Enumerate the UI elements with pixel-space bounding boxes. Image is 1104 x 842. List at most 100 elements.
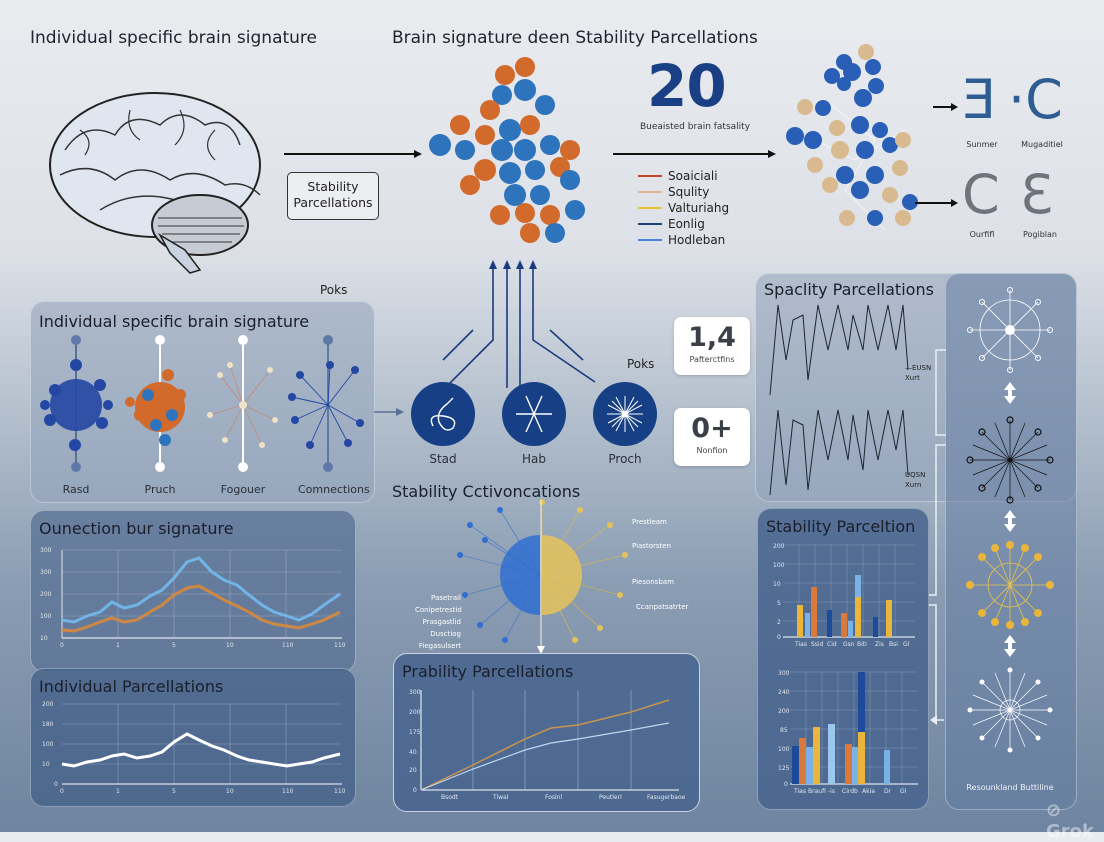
glyph-label: Sunmer [966,140,998,149]
svg-text:Tias: Tias [794,641,807,648]
svg-text:20: 20 [409,767,417,774]
stat-caption: Nonfion [696,446,728,455]
svg-text:2: 2 [777,619,781,626]
diamond-network-icon [516,395,552,433]
svg-text:Ssid: Ssid [811,641,824,648]
activation-right-label: Prestleam [632,518,667,526]
stability-bar-chart-top: 200 100 10 5 2 0 Tias Ssid Cid Gsn Biti … [773,543,915,648]
side-label: Poks [320,283,348,297]
svg-text:125: 125 [778,765,790,772]
chart-title: Individual Parcellations [39,677,224,696]
activation-left-labels: Pasetrail Conipetrestid Prasgastlid Dusc… [415,594,462,650]
molecule-cluster-right [786,44,918,231]
panel-title: Spaclity Parcellations [764,280,934,299]
big-number: 20 [647,52,727,120]
node-label: Proch [608,452,642,466]
stat-value: 1,4 [688,322,736,353]
signature-item-label: Pruch [144,483,176,496]
individual-parcellations-chart: 200 180 100 10 0 0 1 5 10 110 110 [42,701,346,795]
svg-text:Tiwal: Tiwal [492,794,509,801]
knot-icon [430,397,456,431]
glyph-icon: C [962,163,1000,226]
svg-text:1: 1 [116,642,120,649]
prability-chart-panel: Prability Parcellations [393,653,700,812]
svg-text:180: 180 [42,721,54,728]
starburst-icon [607,396,643,432]
svg-text:Dr: Dr [884,788,892,795]
right-column-footer: Resounkland Buttiline [966,783,1054,792]
legend-item: Soaiciali [638,168,729,184]
svg-text:0: 0 [60,642,64,649]
activation-title: Stability Cctivoncations [392,482,581,501]
legend-swatch [638,191,662,193]
flow-arrow [915,199,958,207]
network-stack [966,287,1054,753]
svg-text:240: 240 [778,689,790,696]
svg-text:5: 5 [172,788,176,795]
svg-text:100: 100 [778,746,790,753]
molecule-cluster [429,57,585,243]
stat-card: 1,4 Pafterctfins [674,317,750,375]
svg-text:110: 110 [334,788,346,795]
svg-text:300: 300 [778,670,790,677]
legend-item: Hodleban [638,232,729,248]
svg-text:300: 300 [40,569,52,576]
svg-text:1: 1 [116,788,120,795]
stability-bar-panel: Stability Parceltion [757,508,929,810]
legend-swatch [638,239,662,241]
svg-text:10: 10 [773,581,781,588]
svg-text:Gl: Gl [903,641,910,648]
trace-label: —EUSN Xurt [905,364,932,382]
chart-title: Prability Parcellations [402,662,574,681]
svg-text:0: 0 [60,788,64,795]
legend: Soaiciali Squlity Valturiahg Eonlig Hodl… [638,168,729,248]
activation-right-label: Piastorsten [632,542,671,550]
signature-networks [40,335,364,472]
connection-signature-chart: 300 300 200 100 10 0 1 5 10 110 110 [40,547,346,649]
svg-text:Tias: Tias [793,788,806,795]
flow-arrow [933,103,958,111]
node-hab [502,382,566,446]
svg-text:300: 300 [40,547,52,554]
chart-title: Stability Parceltion [766,517,916,536]
spatial-trace-chart [769,304,909,496]
svg-text:Cid: Cid [827,641,837,648]
stat-value: 0+ [691,413,733,444]
svg-text:Zis: Zis [875,641,884,648]
glyph-label: Pogiblan [1022,230,1057,239]
svg-text:110: 110 [282,788,294,795]
svg-text:Fasugerbaoe: Fasugerbaoe [647,794,686,801]
stability-parcellations-box: Stability Parcellations [287,172,379,220]
svg-text:300: 300 [409,689,421,696]
svg-text:10: 10 [226,642,234,649]
legend-swatch [638,207,662,209]
signature-item-label: Comnections [298,483,370,496]
svg-text:0: 0 [54,781,58,788]
svg-text:Foslnl: Foslnl [545,794,563,801]
svg-text:5: 5 [777,600,781,607]
svg-text:200: 200 [409,709,421,716]
svg-text:5: 5 [172,642,176,649]
glyph-icon: ·C [1008,68,1063,131]
header-center-title: Brain signature deen Stability Parcellat… [392,28,758,48]
connection-chart-panel: Ounection bur signature [30,510,356,672]
svg-text:100: 100 [42,741,54,748]
flow-arrow [284,150,422,158]
node-stad [411,382,475,446]
watermark: ⊘ Grok [1046,800,1094,842]
svg-text:85: 85 [780,727,788,734]
brain-illustration [49,92,261,274]
panel-title: Individual specific brain signature [39,312,310,331]
legend-item: Valturiahg [638,200,729,216]
svg-text:175: 175 [409,729,421,736]
stability-bar-chart-bottom: 300 240 200 85 100 125 0 Tias Braufi -is… [778,670,918,795]
node-label: Hab [522,452,546,466]
svg-text:Bsodt: Bsodt [441,794,459,801]
svg-text:Peutlerl: Peutlerl [599,794,622,801]
svg-text:Gsn: Gsn [843,641,855,648]
stat-caption: Pafterctfins [689,355,735,364]
svg-text:100: 100 [40,613,52,620]
legend-item: Eonlig [638,216,729,232]
svg-text:200: 200 [40,591,52,598]
flow-arrow [613,150,776,158]
